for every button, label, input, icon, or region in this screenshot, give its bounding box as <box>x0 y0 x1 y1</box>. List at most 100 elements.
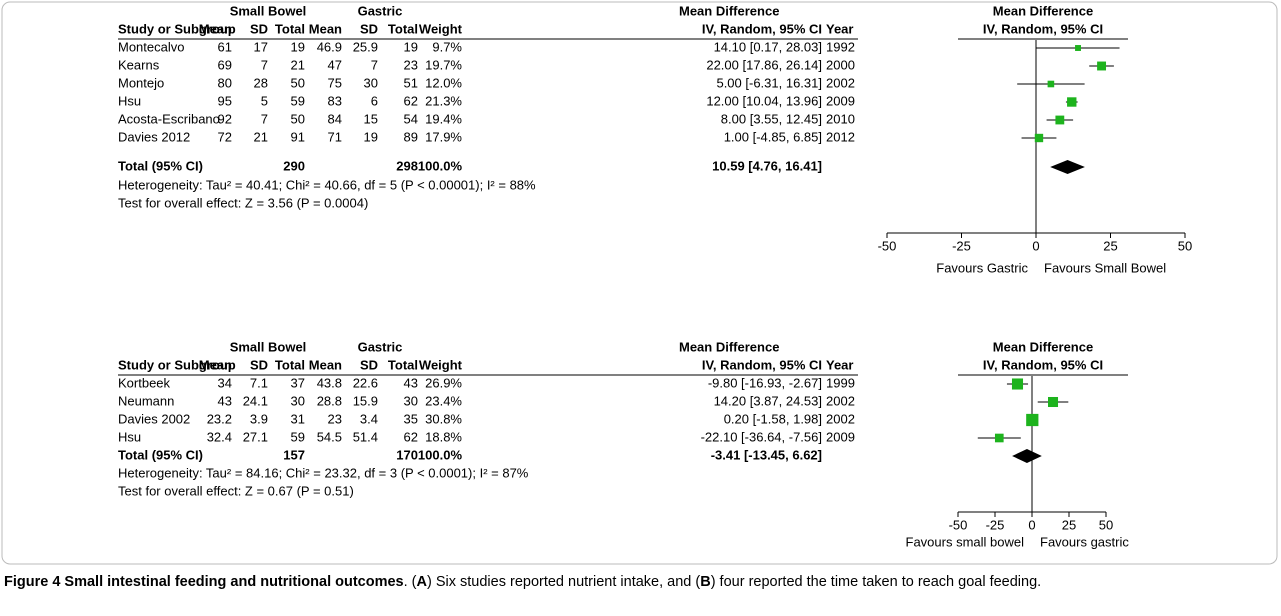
cell: 7 <box>371 57 378 72</box>
cell: 91 <box>291 129 305 144</box>
cell: Hsu <box>118 429 141 444</box>
cell: 31 <box>291 411 305 426</box>
x-tick-label: 25 <box>1062 517 1076 532</box>
cell: Davies 2012 <box>118 129 190 144</box>
cell: 84 <box>328 111 342 126</box>
cell: 22.00 [17.86, 26.14] <box>706 57 822 72</box>
effect-marker <box>1034 133 1044 143</box>
cell: 9.7% <box>432 39 462 54</box>
caption: Figure 4 Small intestinal feeding and nu… <box>4 572 1274 592</box>
plot-header: Mean Difference <box>993 3 1093 18</box>
cell: 19.7% <box>425 57 462 72</box>
cell: 72 <box>218 129 232 144</box>
group-header: Small Bowel <box>230 3 307 18</box>
cell: Hsu <box>118 93 141 108</box>
x-tick-label: -25 <box>952 238 971 253</box>
cell: 19 <box>404 39 418 54</box>
x-tick-label: 25 <box>1103 238 1117 253</box>
caption-part: A <box>416 574 427 590</box>
cell: 59 <box>291 93 305 108</box>
md-header: Mean Difference <box>679 339 779 354</box>
pooled-diamond <box>1012 449 1042 463</box>
cell: 2009 <box>826 429 855 444</box>
x-tick-label: -50 <box>878 238 897 253</box>
cell: 7.1 <box>250 375 268 390</box>
cell: 34 <box>218 375 232 390</box>
column-header: Total <box>275 21 305 36</box>
cell: 28.8 <box>317 393 342 408</box>
overall-effect: Test for overall effect: Z = 0.67 (P = 0… <box>118 483 354 498</box>
cell: 30 <box>291 393 305 408</box>
cell: 59 <box>291 429 305 444</box>
group-header: Small Bowel <box>230 339 307 354</box>
cell: 30.8% <box>425 411 462 426</box>
cell: 37 <box>291 375 305 390</box>
total-cell: 157 <box>283 447 305 462</box>
cell: 19 <box>364 129 378 144</box>
total-cell: 100.0% <box>418 447 463 462</box>
cell: 43.8 <box>317 375 342 390</box>
total-cell: 298 <box>396 158 418 173</box>
cell: 21 <box>291 57 305 72</box>
heterogeneity: Heterogeneity: Tau² = 40.41; Chi² = 40.6… <box>118 177 536 192</box>
group-header: Gastric <box>358 3 403 18</box>
column-header: Mean <box>199 21 232 36</box>
cell: 2002 <box>826 411 855 426</box>
cell: 2010 <box>826 111 855 126</box>
cell: 8.00 [3.55, 12.45] <box>721 111 822 126</box>
overall-effect: Test for overall effect: Z = 3.56 (P = 0… <box>118 195 368 210</box>
cell: Montecalvo <box>118 39 184 54</box>
cell: 23.4% <box>425 393 462 408</box>
column-header: Study or Subgroup <box>118 21 236 36</box>
total-cell: -3.41 [-13.45, 6.62] <box>711 447 822 462</box>
cell: 3.9 <box>250 411 268 426</box>
total-cell: 10.59 [4.76, 16.41] <box>712 158 822 173</box>
cell: 23 <box>328 411 342 426</box>
cell: 19 <box>291 39 305 54</box>
cell: 12.0% <box>425 75 462 90</box>
cell: 5.00 [-6.31, 16.31] <box>716 75 822 90</box>
cell: 6 <box>371 93 378 108</box>
x-tick-label: 50 <box>1099 517 1113 532</box>
favours-right: Favours gastric <box>1040 534 1129 549</box>
effect-marker <box>1011 378 1024 390</box>
column-header: SD <box>250 21 268 36</box>
column-header: Mean <box>309 357 342 372</box>
favours-left: Favours small bowel <box>906 534 1025 549</box>
cell: 27.1 <box>243 429 268 444</box>
cell: 83 <box>328 93 342 108</box>
cell: 14.20 [3.87, 24.53] <box>714 393 822 408</box>
column-header: Total <box>388 21 418 36</box>
column-header: Total <box>388 357 418 372</box>
cell: 12.00 [10.04, 13.96] <box>706 93 822 108</box>
column-header: Total <box>275 357 305 372</box>
cell: 47 <box>328 57 342 72</box>
cell: -9.80 [-16.93, -2.67] <box>708 375 822 390</box>
column-header: Mean <box>199 357 232 372</box>
cell: 7 <box>261 57 268 72</box>
cell: Davies 2002 <box>118 411 190 426</box>
x-tick-label: -50 <box>949 517 968 532</box>
total-label: Total (95% CI) <box>118 447 203 462</box>
cell: 30 <box>364 75 378 90</box>
cell: Neumann <box>118 393 174 408</box>
cell: 61 <box>218 39 232 54</box>
column-header: Weight <box>419 21 463 36</box>
cell: 51 <box>404 75 418 90</box>
favours-right: Favours Small Bowel <box>1044 260 1166 275</box>
x-tick-label: -25 <box>986 517 1005 532</box>
cell: 2000 <box>826 57 855 72</box>
cell: Kortbeek <box>118 375 171 390</box>
cell: 95 <box>218 93 232 108</box>
cell: 50 <box>291 75 305 90</box>
cell: 23 <box>404 57 418 72</box>
x-tick-label: 0 <box>1028 517 1035 532</box>
column-header: Year <box>826 21 853 36</box>
cell: 1992 <box>826 39 855 54</box>
cell: 43 <box>218 393 232 408</box>
cell: 2012 <box>826 129 855 144</box>
total-cell: 290 <box>283 158 305 173</box>
cell: 2002 <box>826 393 855 408</box>
effect-marker <box>1067 97 1077 107</box>
